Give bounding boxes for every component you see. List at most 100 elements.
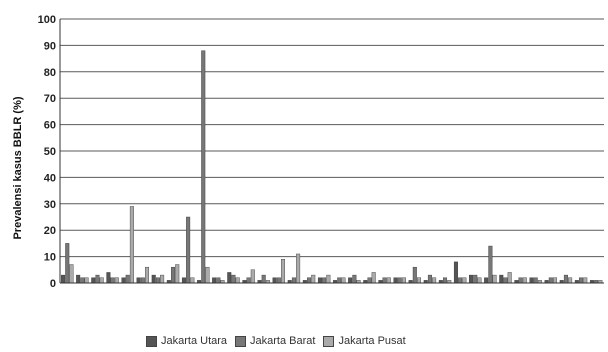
bar-jakarta-barat (503, 277, 508, 284)
bar-jakarta-barat (65, 243, 70, 284)
bar-jakarta-utara (121, 277, 126, 284)
bar-jakarta-pusat (371, 272, 376, 284)
bar-jakarta-utara (91, 277, 96, 284)
bar-jakarta-barat (427, 274, 432, 284)
y-tick-label: 70 (44, 93, 56, 105)
bar-jakarta-barat (201, 50, 206, 284)
bar-jakarta-barat (80, 277, 85, 284)
bar-jakarta-pusat (84, 277, 89, 284)
bar-jakarta-barat (216, 277, 221, 284)
legend-swatch (323, 335, 335, 347)
bar-jakarta-barat (367, 277, 372, 284)
bar-jakarta-utara (181, 277, 186, 284)
legend-label: Jakarta Pusat (338, 335, 406, 347)
bar-jakarta-barat (458, 277, 463, 284)
legend-item-jakarta-pusat: Jakarta Pusat (323, 335, 406, 347)
bar-jakarta-pusat (114, 277, 119, 284)
bar-jakarta-pusat (386, 277, 391, 284)
y-tick-label: 40 (44, 172, 56, 184)
bar-jakarta-utara (272, 277, 277, 284)
y-tick-label: 50 (44, 146, 56, 158)
bar-jakarta-pusat (462, 277, 467, 284)
bar-jakarta-pusat (417, 277, 422, 284)
bar-jakarta-barat (533, 277, 538, 284)
bar-jakarta-utara (227, 272, 232, 284)
bar-jakarta-pusat (326, 274, 331, 284)
y-tick-label: 10 (44, 252, 56, 264)
bar-jakarta-utara (76, 274, 81, 284)
bar-jakarta-pusat (311, 274, 316, 284)
bar-jakarta-barat (337, 277, 342, 284)
bar-jakarta-barat (382, 277, 387, 284)
y-axis-label: Prevalensi kasus BBLR (%) (12, 96, 24, 239)
bar-jakarta-utara (106, 272, 111, 284)
bar-jakarta-barat (473, 274, 478, 284)
bar-jakarta-utara (151, 274, 156, 284)
bar-jakarta-pusat (522, 277, 527, 284)
bar-jakarta-barat (276, 277, 281, 284)
bar-jakarta-barat (443, 277, 448, 284)
bar-jakarta-barat (291, 277, 296, 284)
bar-jakarta-utara (484, 277, 489, 284)
bar-jakarta-pusat (190, 277, 195, 284)
bar-jakarta-barat (352, 274, 357, 284)
bar-jakarta-utara (136, 277, 141, 284)
bar-jakarta-barat (171, 266, 176, 284)
bar-jakarta-pusat (492, 274, 497, 284)
bar-jakarta-utara (212, 277, 217, 284)
legend-swatch (146, 335, 157, 347)
legend: Jakarta Utara Jakarta Barat Jakarta Pusa… (146, 333, 414, 349)
bar-jakarta-pusat (296, 253, 301, 284)
bar-jakarta-barat (140, 277, 145, 284)
y-tick-label: 100 (38, 14, 56, 26)
bar-jakarta-pusat (160, 274, 165, 284)
bar-jakarta-pusat (99, 277, 104, 284)
bar-jakarta-pusat (477, 277, 482, 284)
bar-jakarta-barat (186, 216, 191, 284)
bar-jakarta-barat (579, 277, 584, 284)
legend-label: Jakarta Barat (250, 335, 316, 347)
bar-jakarta-pusat (129, 206, 134, 284)
y-tick-labels: 0 10 20 30 40 50 60 70 80 90 100 (38, 14, 56, 290)
bar-jakarta-utara (453, 261, 458, 284)
bar-jakarta-barat (110, 277, 115, 284)
y-tick-label: 90 (44, 40, 56, 52)
bar-jakarta-utara (469, 274, 474, 284)
bar-jakarta-pusat (432, 277, 437, 284)
y-tick-label: 80 (44, 67, 56, 79)
legend-label: Jakarta Utara (161, 335, 228, 347)
y-tick-label: 60 (44, 120, 56, 132)
bar-jakarta-pusat (401, 277, 406, 284)
bar-jakarta-utara (61, 274, 66, 284)
bar-jakarta-pusat (145, 266, 150, 284)
bar-jakarta-utara (317, 277, 322, 284)
bar-jakarta-pusat (553, 277, 558, 284)
bar-jakarta-barat (563, 274, 568, 284)
bar-jakarta-utara (348, 277, 353, 284)
bar-jakarta-pusat (205, 266, 210, 284)
bar-jakarta-barat (397, 277, 402, 284)
bar-jakarta-barat (488, 245, 493, 284)
bar-jakarta-barat (548, 277, 553, 284)
bar-jakarta-pusat (568, 277, 573, 284)
bar-jakarta-pusat (583, 277, 588, 284)
bar-jakarta-barat (322, 277, 327, 284)
bar-jakarta-pusat (507, 272, 512, 284)
bars (61, 50, 603, 284)
bar-jakarta-pusat (250, 269, 255, 284)
bar-jakarta-pusat (281, 259, 286, 284)
bar-jakarta-utara (499, 274, 504, 284)
bar-jakarta-barat (95, 274, 100, 284)
bar-jakarta-barat (246, 277, 251, 284)
bar-jakarta-pusat (175, 264, 180, 284)
legend-swatch (235, 335, 247, 347)
y-tick-label: 30 (44, 199, 56, 211)
bar-jakarta-barat (125, 274, 130, 284)
y-tick-label: 20 (44, 225, 56, 237)
bar-jakarta-barat (412, 266, 417, 284)
bar-jakarta-pusat (69, 264, 74, 284)
grid-lines (60, 18, 604, 258)
bar-jakarta-barat (155, 277, 160, 284)
bar-jakarta-pusat (235, 277, 240, 284)
